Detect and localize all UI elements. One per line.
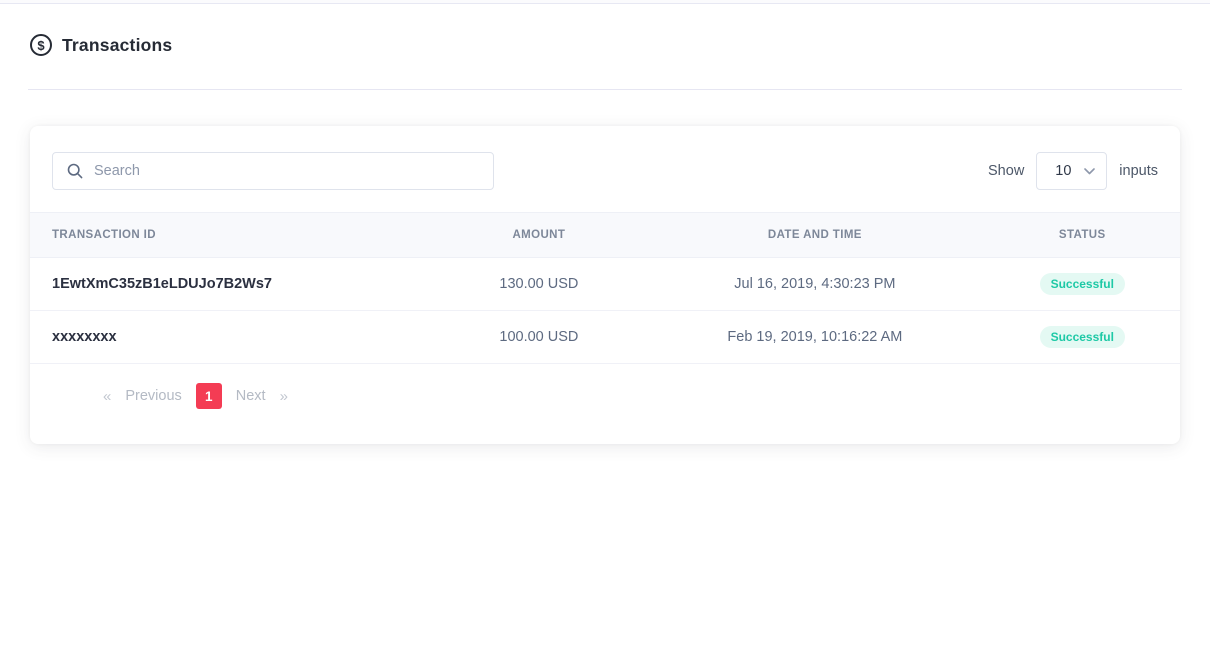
transactions-table: TRANSACTION ID AMOUNT DATE AND TIME STAT… <box>30 212 1180 364</box>
date-time-cell: Feb 19, 2019, 10:16:22 AM <box>645 310 985 364</box>
status-badge: Successful <box>1039 273 1125 295</box>
table-row[interactable]: xxxxxxxx 100.00 USD Feb 19, 2019, 10:16:… <box>30 310 1180 364</box>
page-title: Transactions <box>62 34 173 55</box>
last-page-arrow[interactable]: » <box>279 387 288 405</box>
pagination: « Previous 1 Next » <box>30 364 1180 444</box>
search-box <box>52 152 494 190</box>
column-header-transaction-id: TRANSACTION ID <box>30 212 433 258</box>
show-label: Show <box>988 163 1025 179</box>
page-size-value: 10 <box>1055 163 1072 179</box>
current-page-button[interactable]: 1 <box>195 383 222 409</box>
column-header-date-time: DATE AND TIME <box>645 212 985 258</box>
top-border-strip <box>0 0 1210 4</box>
header-divider <box>28 89 1182 90</box>
table-header: TRANSACTION ID AMOUNT DATE AND TIME STAT… <box>30 212 1180 258</box>
amount-cell: 100.00 USD <box>432 310 646 364</box>
search-input[interactable] <box>52 152 494 190</box>
column-header-amount: AMOUNT <box>432 212 646 258</box>
table-body: 1EwtXmC35zB1eLDUJo7B2Ws7 130.00 USD Jul … <box>30 257 1180 364</box>
next-page-button[interactable]: Next <box>235 388 266 404</box>
page-size-select[interactable]: 10 <box>1036 152 1108 190</box>
previous-page-button[interactable]: Previous <box>125 388 182 404</box>
date-time-cell: Jul 16, 2019, 4:30:23 PM <box>645 257 985 311</box>
search-icon <box>67 163 83 179</box>
status-cell: Successful <box>984 257 1180 311</box>
first-page-arrow[interactable]: « <box>103 387 112 405</box>
column-header-status: STATUS <box>984 212 1180 258</box>
page-size-group: Show 10 inputs <box>988 152 1158 190</box>
status-badge: Successful <box>1039 326 1125 348</box>
table-row[interactable]: 1EwtXmC35zB1eLDUJo7B2Ws7 130.00 USD Jul … <box>30 257 1180 311</box>
page-header: $ Transactions <box>0 4 1210 56</box>
transactions-card: Show 10 inputs TRANSACTION ID AMOUNT DAT… <box>30 126 1180 444</box>
status-cell: Successful <box>984 310 1180 364</box>
dollar-circle-icon: $ <box>30 34 52 56</box>
chevron-down-icon <box>1084 168 1096 175</box>
table-header-row: TRANSACTION ID AMOUNT DATE AND TIME STAT… <box>30 212 1180 258</box>
inputs-label: inputs <box>1119 163 1158 179</box>
table-toolbar: Show 10 inputs <box>30 126 1180 212</box>
transaction-id-cell: xxxxxxxx <box>30 310 433 364</box>
transaction-id-cell: 1EwtXmC35zB1eLDUJo7B2Ws7 <box>30 257 433 311</box>
amount-cell: 130.00 USD <box>432 257 646 311</box>
